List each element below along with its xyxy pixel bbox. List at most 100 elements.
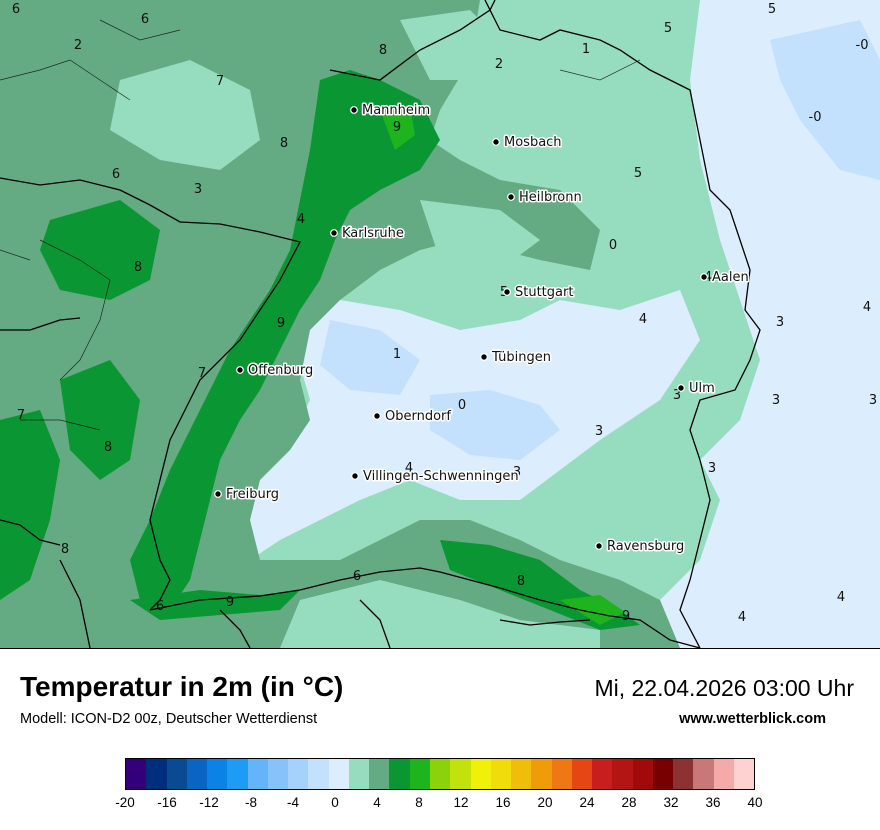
city-dot	[480, 353, 488, 361]
scale-swatch	[673, 759, 694, 789]
temperature-value-label: 3	[869, 393, 877, 408]
temp-area-8-10-south	[130, 590, 300, 620]
temperature-value-label: 7	[17, 408, 25, 423]
temperature-value-label: 3	[194, 182, 202, 197]
city-label: Ulm	[689, 381, 715, 396]
scale-swatch	[389, 759, 410, 789]
temperature-value-label: 4	[704, 270, 712, 285]
temperature-value-label: 8	[280, 136, 288, 151]
scale-tick-label: 4	[373, 795, 381, 810]
city-marker: Mosbach	[492, 134, 563, 152]
city-dot	[503, 288, 511, 296]
city-label: Ravensburg	[607, 539, 684, 554]
temperature-value-label: 8	[517, 574, 525, 589]
temperature-value-label: 8	[61, 542, 69, 557]
temperature-value-label: 0	[458, 398, 466, 413]
city-marker: Offenburg	[236, 362, 315, 380]
temperature-value-label: 7	[216, 74, 224, 89]
city-label: Karlsruhe	[342, 226, 404, 241]
temperature-value-label: 4	[297, 212, 305, 227]
scale-swatch	[450, 759, 471, 789]
temperature-value-label: 6	[112, 167, 120, 182]
scale-tick-label: -8	[244, 795, 258, 810]
scale-swatch	[632, 759, 653, 789]
temperature-value-label: 7	[198, 366, 206, 381]
scale-swatch	[166, 759, 187, 789]
scale-tick-label: 24	[579, 795, 595, 810]
temp-area-8-10-vosges	[60, 360, 140, 480]
city-label: Heilbronn	[519, 190, 582, 205]
state-borders	[0, 0, 761, 648]
scale-swatch	[186, 759, 208, 789]
city-marker: Freiburg	[214, 486, 281, 504]
city-dot	[507, 193, 515, 201]
scale-swatch	[328, 759, 349, 789]
temperature-value-label: 3	[673, 388, 681, 403]
temperature-value-label: 8	[104, 440, 112, 455]
website-link[interactable]: www.wetterblick.com	[679, 711, 826, 727]
temperature-value-label: 8	[134, 260, 142, 275]
scale-swatch	[470, 759, 491, 789]
scale-swatch	[146, 759, 167, 789]
scale-swatch	[409, 759, 430, 789]
city-dot	[236, 366, 244, 374]
temperature-value-label: 9	[622, 609, 630, 624]
temperature-value-label: 4	[837, 590, 845, 605]
scale-swatch	[652, 759, 674, 789]
scale-swatch	[369, 759, 390, 789]
temp-area-cold-1	[320, 320, 420, 395]
temperature-value-label: 4	[738, 610, 746, 625]
scale-swatch	[571, 759, 593, 789]
city-marker: Villingen-Schwenningen	[351, 468, 520, 486]
city-label: Villingen-Schwenningen	[363, 469, 519, 484]
temp-area-8-10-rhine	[130, 70, 440, 610]
scale-swatch	[247, 759, 268, 789]
forecast-datetime: Mi, 22.04.2026 03:00 Uhr	[594, 675, 854, 701]
temperature-value-label: 3	[595, 424, 603, 439]
scale-tick-label: 0	[331, 795, 339, 810]
temperature-value-label: 9	[277, 316, 285, 331]
city-label: Tübingen	[491, 350, 551, 365]
temperature-value-label: 5	[768, 2, 776, 17]
scale-swatch	[429, 759, 451, 789]
temperature-value-label: 0	[609, 238, 617, 253]
temp-area-patch-4	[280, 580, 600, 648]
city-dot	[373, 412, 381, 420]
city-marker: Oberndorf	[373, 408, 453, 426]
city-label: Stuttgart	[515, 285, 573, 300]
city-marker: Karlsruhe	[330, 225, 405, 243]
city-dot	[330, 229, 338, 237]
temperature-value-label: 4	[863, 300, 871, 315]
scale-tick-label: -16	[157, 795, 177, 810]
temp-area-10-12	[380, 105, 415, 150]
city-marker: Aalen	[700, 269, 750, 287]
city-dot	[677, 384, 685, 392]
city-marker: Ravensburg	[595, 538, 686, 556]
temperature-value-label: -0	[809, 110, 822, 125]
temp-area-cold-2	[430, 390, 560, 460]
scale-swatch	[348, 759, 370, 789]
temperature-value-label: 6	[156, 599, 164, 614]
scale-tick-label: 8	[415, 795, 423, 810]
temp-area-patch-3	[420, 200, 540, 270]
city-marker: Ulm	[677, 380, 716, 398]
city-marker: Mannheim	[350, 102, 432, 120]
city-marker: Tübingen	[480, 349, 553, 367]
scale-tick-label: 16	[495, 795, 511, 810]
city-label: Mosbach	[504, 135, 562, 150]
temperature-map[interactable]: 66281255-0-07896354084544933170733834383…	[0, 0, 880, 649]
model-info: Modell: ICON-D2 00z, Deutscher Wetterdie…	[20, 711, 318, 727]
city-dot	[351, 472, 359, 480]
scale-swatch	[207, 759, 228, 789]
city-dot	[350, 106, 358, 114]
temp-area-0-4-east	[640, 0, 880, 648]
scale-swatch	[531, 759, 552, 789]
temperature-value-label: 2	[74, 38, 82, 53]
scale-swatch	[126, 759, 147, 789]
temperature-value-label: 6	[141, 12, 149, 27]
temperature-value-label: 3	[513, 465, 521, 480]
temperature-value-label: 3	[776, 315, 784, 330]
temperature-value-label: 3	[772, 393, 780, 408]
temp-area-10-12-lake	[560, 595, 625, 625]
scale-tick-label: -12	[199, 795, 219, 810]
